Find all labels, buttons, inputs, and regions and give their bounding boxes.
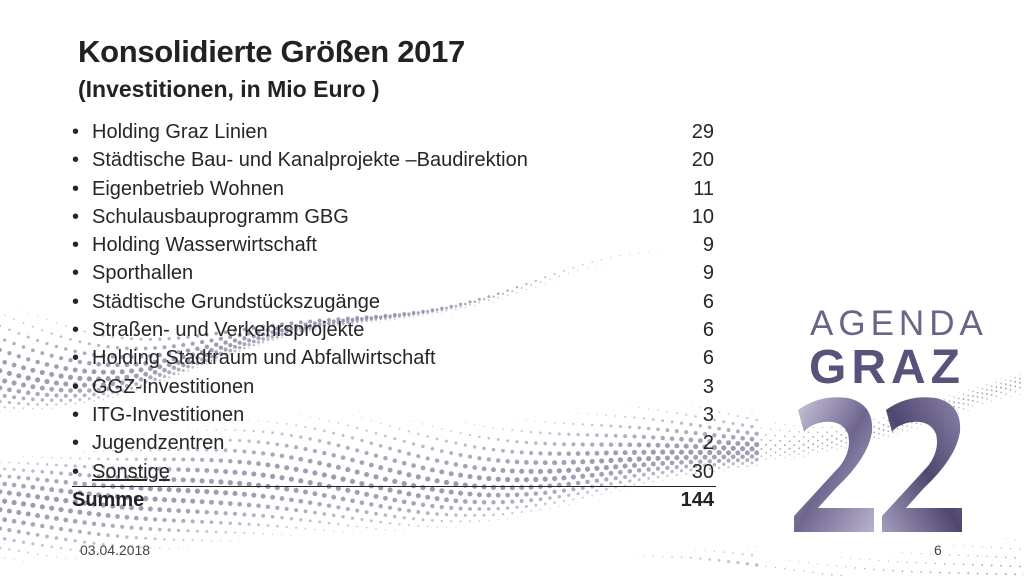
list-item: • Eigenbetrieb Wohnen 11 (72, 175, 716, 203)
total-label: Summe (72, 489, 145, 511)
investment-list: • Holding Graz Linien 29 • Städtische Ba… (72, 118, 716, 487)
total-value: 144 (680, 489, 714, 511)
bullet: • (72, 262, 80, 285)
item-label: Holding Wasserwirtschaft (92, 234, 317, 257)
bullet: • (72, 205, 80, 228)
item-value: 6 (702, 319, 714, 342)
item-value: 6 (702, 290, 714, 313)
item-label: Jugendzentren (92, 432, 225, 455)
item-value: 2 (702, 432, 714, 455)
page-number: 6 (934, 542, 942, 558)
list-item: • ITG-Investitionen 3 (72, 401, 716, 429)
list-item: • Straßen- und Verkehrsprojekte 6 (72, 316, 716, 344)
logo-graz-text: GRAZ (809, 341, 965, 394)
item-value: 3 (702, 403, 714, 426)
bullet: • (72, 319, 80, 342)
item-label: Schulausbauprogramm GBG (92, 205, 349, 228)
bullet: • (72, 403, 80, 426)
item-label: Holding Graz Linien (92, 121, 268, 143)
list-item: • Holding Graz Linien 29 (72, 118, 716, 146)
list-item: • Städtische Grundstückszugänge 6 (72, 288, 716, 316)
bullet: • (72, 177, 80, 200)
item-label: Sporthallen (92, 262, 194, 285)
bullet: • (72, 121, 80, 143)
item-label: GGZ-Investitionen (92, 375, 255, 398)
list-item: • Jugendzentren 2 (72, 429, 716, 457)
list-item: • Sporthallen 9 (72, 259, 716, 287)
item-label: Eigenbetrieb Wohnen (92, 177, 284, 200)
bullet: • (72, 432, 80, 455)
item-value: 29 (691, 121, 714, 143)
bullet: • (72, 460, 80, 483)
bullet: • (72, 149, 80, 172)
list-item: • GGZ-Investitionen 3 (72, 373, 716, 401)
item-label: Straßen- und Verkehrsprojekte (92, 319, 365, 342)
item-value: 3 (702, 375, 714, 398)
slide-subtitle: (Investitionen, in Mio Euro ) (78, 76, 380, 102)
list-item: • Holding Wasserwirtschaft 9 (72, 231, 716, 259)
item-value: 20 (691, 149, 714, 172)
list-item: • Sonstige 30 (72, 458, 716, 487)
total-row: Summe 144 (72, 486, 716, 514)
agenda-graz-logo: AGENDA GRAZ (780, 296, 983, 541)
item-value: 6 (702, 347, 714, 370)
item-label: Städtische Grundstückszugänge (92, 290, 380, 313)
bullet: • (72, 290, 80, 313)
item-label: Holding Stadtraum und Abfallwirtschaft (92, 347, 436, 370)
item-label: Sonstige (92, 460, 170, 483)
list-item: • Holding Stadtraum und Abfallwirtschaft… (72, 344, 716, 372)
slide-title: Konsolidierte Größen 2017 (78, 34, 465, 69)
list-item: • Schulausbauprogramm GBG 10 (72, 203, 716, 231)
item-value: 10 (691, 205, 714, 228)
item-value: 30 (691, 460, 714, 483)
logo-agenda-text: AGENDA (810, 304, 988, 343)
list-item: • Städtische Bau- und Kanalprojekte –Bau… (72, 146, 716, 174)
item-label: Städtische Bau- und Kanalprojekte –Baudi… (92, 149, 528, 172)
item-label: ITG-Investitionen (92, 403, 245, 426)
item-value: 9 (702, 262, 714, 285)
item-value: 11 (693, 177, 714, 200)
footer-date: 03.04.2018 (80, 542, 151, 558)
logo-22-graphic (794, 397, 962, 532)
bullet: • (72, 375, 80, 398)
item-value: 9 (702, 234, 714, 257)
bullet: • (72, 347, 80, 370)
bullet: • (72, 234, 80, 257)
